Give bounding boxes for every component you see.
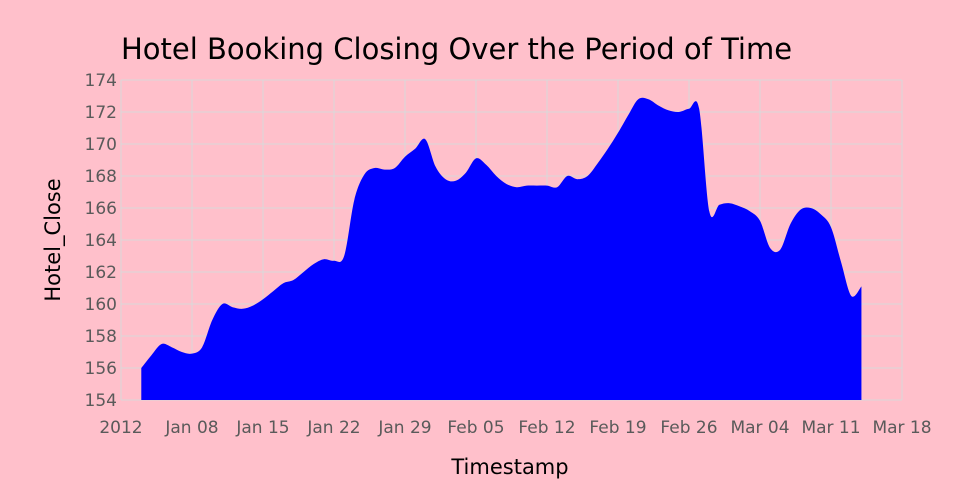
y-tick-label: 166 <box>85 199 117 219</box>
y-axis-title: Hotel_Close <box>41 178 66 301</box>
y-tick-label: 162 <box>85 263 117 283</box>
x-tick-label: Mar 04 <box>730 418 789 438</box>
y-tick-label: 158 <box>85 327 117 347</box>
y-tick-label: 164 <box>85 231 117 251</box>
x-axis-title: Timestamp <box>450 455 568 479</box>
series-layer <box>141 97 862 400</box>
chart-title: Hotel Booking Closing Over the Period of… <box>121 32 792 66</box>
x-tick-label: Feb 05 <box>447 418 504 438</box>
x-tick-label: Feb 26 <box>660 418 717 438</box>
y-tick-label: 168 <box>85 167 117 187</box>
y-tick-label: 170 <box>85 135 117 155</box>
y-axis-ticks: 154 156 158 160 162 164 166 168 170 172 174 <box>85 71 117 411</box>
x-tick-label: Jan 22 <box>306 418 360 438</box>
x-axis-ticks: 2012 Jan 08 Jan 15 Jan 22 Jan 29 Feb 05 Feb 12… <box>99 418 931 438</box>
y-tick-label: 156 <box>85 359 117 379</box>
x-tick-label: Feb 19 <box>589 418 646 438</box>
y-tick-label: 154 <box>85 391 117 411</box>
x-tick-label: Jan 08 <box>164 418 218 438</box>
x-tick-label: Mar 11 <box>801 418 860 438</box>
y-tick-label: 172 <box>85 103 117 123</box>
y-tick-label: 160 <box>85 295 117 315</box>
area-series <box>141 97 862 400</box>
x-tick-label: Jan 29 <box>377 418 431 438</box>
y-tick-label: 174 <box>85 71 117 91</box>
x-tick-label: Jan 15 <box>235 418 289 438</box>
x-tick-label: 2012 <box>99 418 142 438</box>
x-tick-label: Feb 12 <box>518 418 575 438</box>
x-tick-label: Mar 18 <box>872 418 931 438</box>
